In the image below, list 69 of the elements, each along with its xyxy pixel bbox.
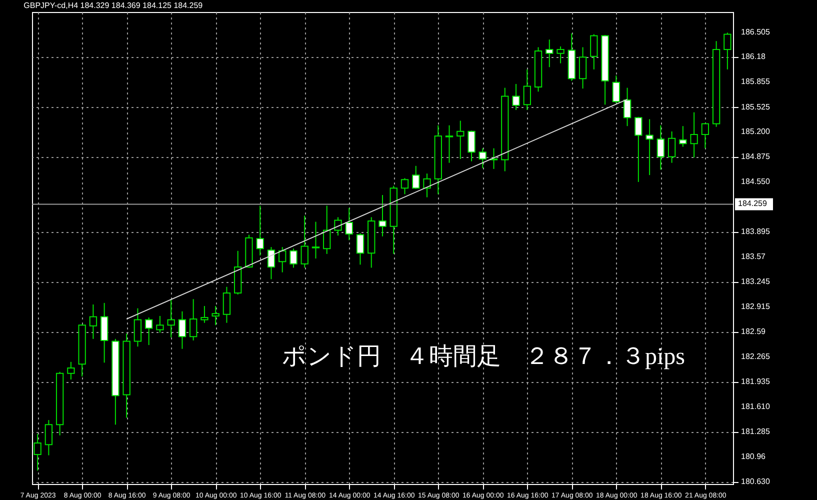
- candlestick: [290, 248, 298, 268]
- candlestick: [345, 207, 353, 241]
- y-tick-label: 184.550: [741, 176, 770, 186]
- y-tick-label: 185.525: [741, 102, 770, 112]
- candlestick: [456, 120, 464, 160]
- candlestick: [323, 205, 331, 254]
- candlestick: [144, 316, 153, 346]
- candlestick: [656, 124, 665, 170]
- candlestick: [646, 118, 654, 176]
- candlestick: [724, 32, 732, 70]
- y-tick-label: 182.265: [741, 352, 770, 361]
- candlestick: [67, 361, 75, 380]
- candlestick: [89, 304, 98, 340]
- candlestick: [478, 148, 486, 169]
- ref-line-label: 184.259: [738, 199, 768, 208]
- candlestick: [556, 46, 564, 64]
- y-tick-label: 181.610: [741, 402, 770, 412]
- candlestick: [679, 126, 687, 148]
- candlestick: [334, 216, 342, 236]
- candlestick: [412, 165, 420, 190]
- candlestick: [523, 68, 531, 110]
- y-tick-label: 182.59: [741, 327, 766, 336]
- y-tick-label: 181.285: [741, 426, 770, 436]
- candlestick: [278, 246, 286, 273]
- candlestick: [356, 232, 364, 266]
- y-tick-label: 180.630: [741, 477, 770, 486]
- candlestick: [701, 122, 710, 149]
- candlestick: [212, 305, 220, 326]
- chart-title: GBPJPY-cd,H4 184.329 184.369 184.125 184.259: [24, 1, 204, 10]
- candlestick: [378, 194, 386, 237]
- candlestick: [256, 205, 264, 256]
- candlestick: [590, 34, 598, 70]
- candlestick: [400, 178, 409, 195]
- candlestick: [44, 420, 53, 456]
- candlestick: [634, 116, 642, 182]
- candlestick: [200, 305, 208, 324]
- candlestick: [578, 46, 587, 90]
- y-tick-label: 181.935: [741, 377, 770, 386]
- candlestick: [134, 308, 142, 348]
- y-tick-label: 184.875: [741, 152, 770, 162]
- candlestick: [267, 246, 276, 280]
- candlestick: [100, 302, 108, 364]
- candlestick: [190, 298, 198, 341]
- candlestick: [445, 124, 454, 164]
- candlestick: [156, 315, 164, 334]
- candlestick: [468, 130, 476, 162]
- y-tick-label: 186.505: [741, 27, 770, 36]
- candlestick: [178, 310, 186, 350]
- y-tick-label: 183.895: [741, 227, 770, 236]
- candlestick: [490, 148, 498, 170]
- y-tick-label: 180.96: [741, 452, 766, 461]
- y-tick-label: 186.18: [741, 52, 766, 62]
- candlestick: [546, 39, 554, 68]
- candlestick: [167, 298, 175, 338]
- y-tick-label: 183.57: [741, 252, 766, 261]
- y-tick-label: 185.855: [741, 77, 770, 86]
- candlestick: [423, 173, 431, 198]
- candlestick: [222, 286, 231, 324]
- candlestick: [690, 112, 698, 158]
- candlestick: [312, 221, 320, 260]
- candlestick: [623, 87, 632, 127]
- candlestick: [668, 130, 676, 164]
- y-tick-label: 185.200: [741, 127, 770, 136]
- y-tick-label: 182.915: [741, 302, 770, 312]
- candlestick: [300, 215, 308, 268]
- candlestick: [612, 75, 620, 104]
- annotation: ポンド円 ４時間足 ２８７．３pips: [282, 344, 686, 370]
- y-tick-label: 183.245: [741, 276, 770, 286]
- candlestick: [512, 83, 520, 110]
